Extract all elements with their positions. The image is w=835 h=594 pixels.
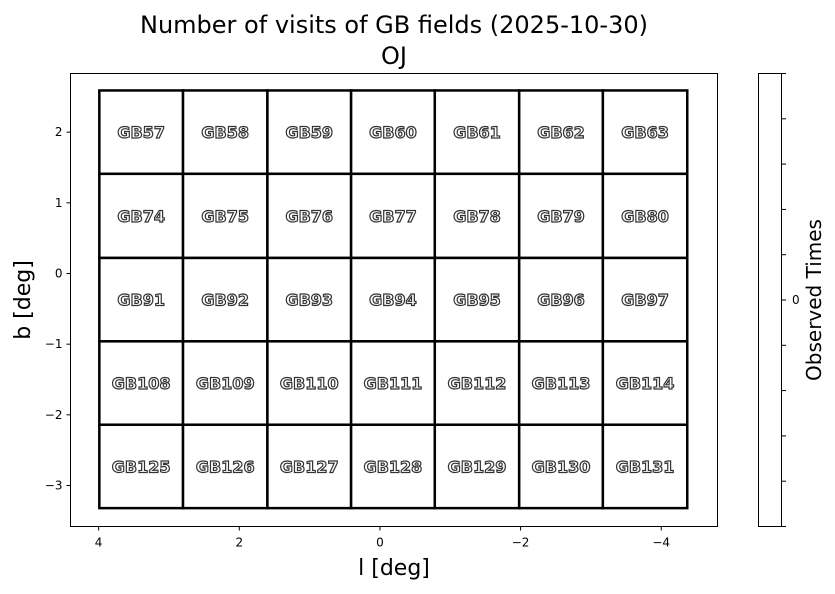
axes-frame	[70, 73, 718, 527]
y-tick-label: −2	[45, 408, 63, 422]
field-label: GB92	[201, 291, 249, 310]
colorbar-tick-label: 0	[792, 293, 800, 307]
chart-title: Number of visits of GB fields (2025-10-3…	[140, 11, 648, 39]
field-cell	[601, 256, 689, 343]
x-tick-label: −4	[652, 536, 670, 550]
y-tick-label: −3	[45, 479, 63, 493]
field-cell	[181, 340, 269, 426]
plot-area: GB57 GB58 GB59 GB60 GB61 GB62 GB63 GB74 GB75 GB76…	[98, 89, 689, 510]
field-label: GB93	[285, 291, 333, 310]
x-axis-label: l [deg]	[358, 556, 430, 581]
field-label: GB79	[537, 207, 585, 226]
field-cell	[98, 423, 185, 510]
field-label: GB78	[453, 207, 501, 226]
field-label: GB62	[537, 123, 585, 142]
field-cell	[433, 172, 521, 260]
field-label: GB130	[532, 457, 591, 476]
colorbar-label: Observed Times	[802, 219, 826, 381]
y-tick-label: −1	[45, 337, 63, 351]
field-label: GB57	[117, 123, 165, 142]
y-tick-label: 2	[55, 125, 63, 139]
field-label: GB109	[196, 374, 255, 393]
field-cell	[517, 256, 605, 343]
field-cell	[266, 256, 353, 343]
field-label: GB108	[112, 374, 171, 393]
field-cell	[181, 256, 269, 343]
field-label: GB94	[369, 291, 417, 310]
field-label: GB125	[112, 457, 171, 476]
field-label: GB113	[532, 374, 591, 393]
field-cell	[98, 172, 185, 260]
field-label: GB76	[285, 207, 333, 226]
field-cell	[181, 89, 269, 176]
field-label: GB60	[369, 123, 417, 142]
field-label: GB111	[364, 374, 423, 393]
field-cell	[517, 423, 605, 510]
field-label: GB129	[448, 457, 507, 476]
field-cell	[517, 89, 605, 176]
colorbar-fill	[758, 73, 782, 527]
field-cell	[433, 256, 521, 343]
field-cell	[98, 340, 185, 426]
y-tick-label: 0	[55, 266, 63, 280]
field-label: GB97	[621, 291, 669, 310]
chart-subtitle: OJ	[381, 42, 407, 70]
x-tick-label: 2	[235, 536, 243, 550]
colorbar: 0	[758, 73, 800, 527]
field-label: GB114	[616, 374, 675, 393]
field-label: GB77	[369, 207, 417, 226]
field-label: GB91	[117, 291, 165, 310]
field-label: GB95	[453, 291, 501, 310]
field-label: GB63	[621, 123, 669, 142]
field-label: GB131	[616, 457, 675, 476]
field-cell	[266, 172, 353, 260]
field-cell	[601, 423, 689, 510]
field-label: GB74	[117, 207, 165, 226]
field-label: GB59	[285, 123, 333, 142]
field-label: GB75	[201, 207, 249, 226]
y-axis-label: b [deg]	[11, 260, 36, 340]
field-label: GB126	[196, 457, 255, 476]
field-label: GB127	[280, 457, 339, 476]
field-cell	[266, 423, 353, 510]
field-label: GB112	[448, 374, 507, 393]
field-label: GB80	[621, 207, 669, 226]
field-cell	[601, 172, 689, 260]
field-label: GB61	[453, 123, 501, 142]
field-label: GB110	[280, 374, 339, 393]
y-tick-label: 1	[55, 196, 63, 210]
field-cell	[98, 89, 185, 176]
field-cell	[517, 340, 605, 426]
field-label: GB128	[364, 457, 423, 476]
x-tick-label: −2	[512, 536, 530, 550]
field-label: GB96	[537, 291, 585, 310]
field-label: GB58	[201, 123, 249, 142]
x-tick-label: 4	[95, 536, 103, 550]
x-tick-label: 0	[376, 536, 384, 550]
